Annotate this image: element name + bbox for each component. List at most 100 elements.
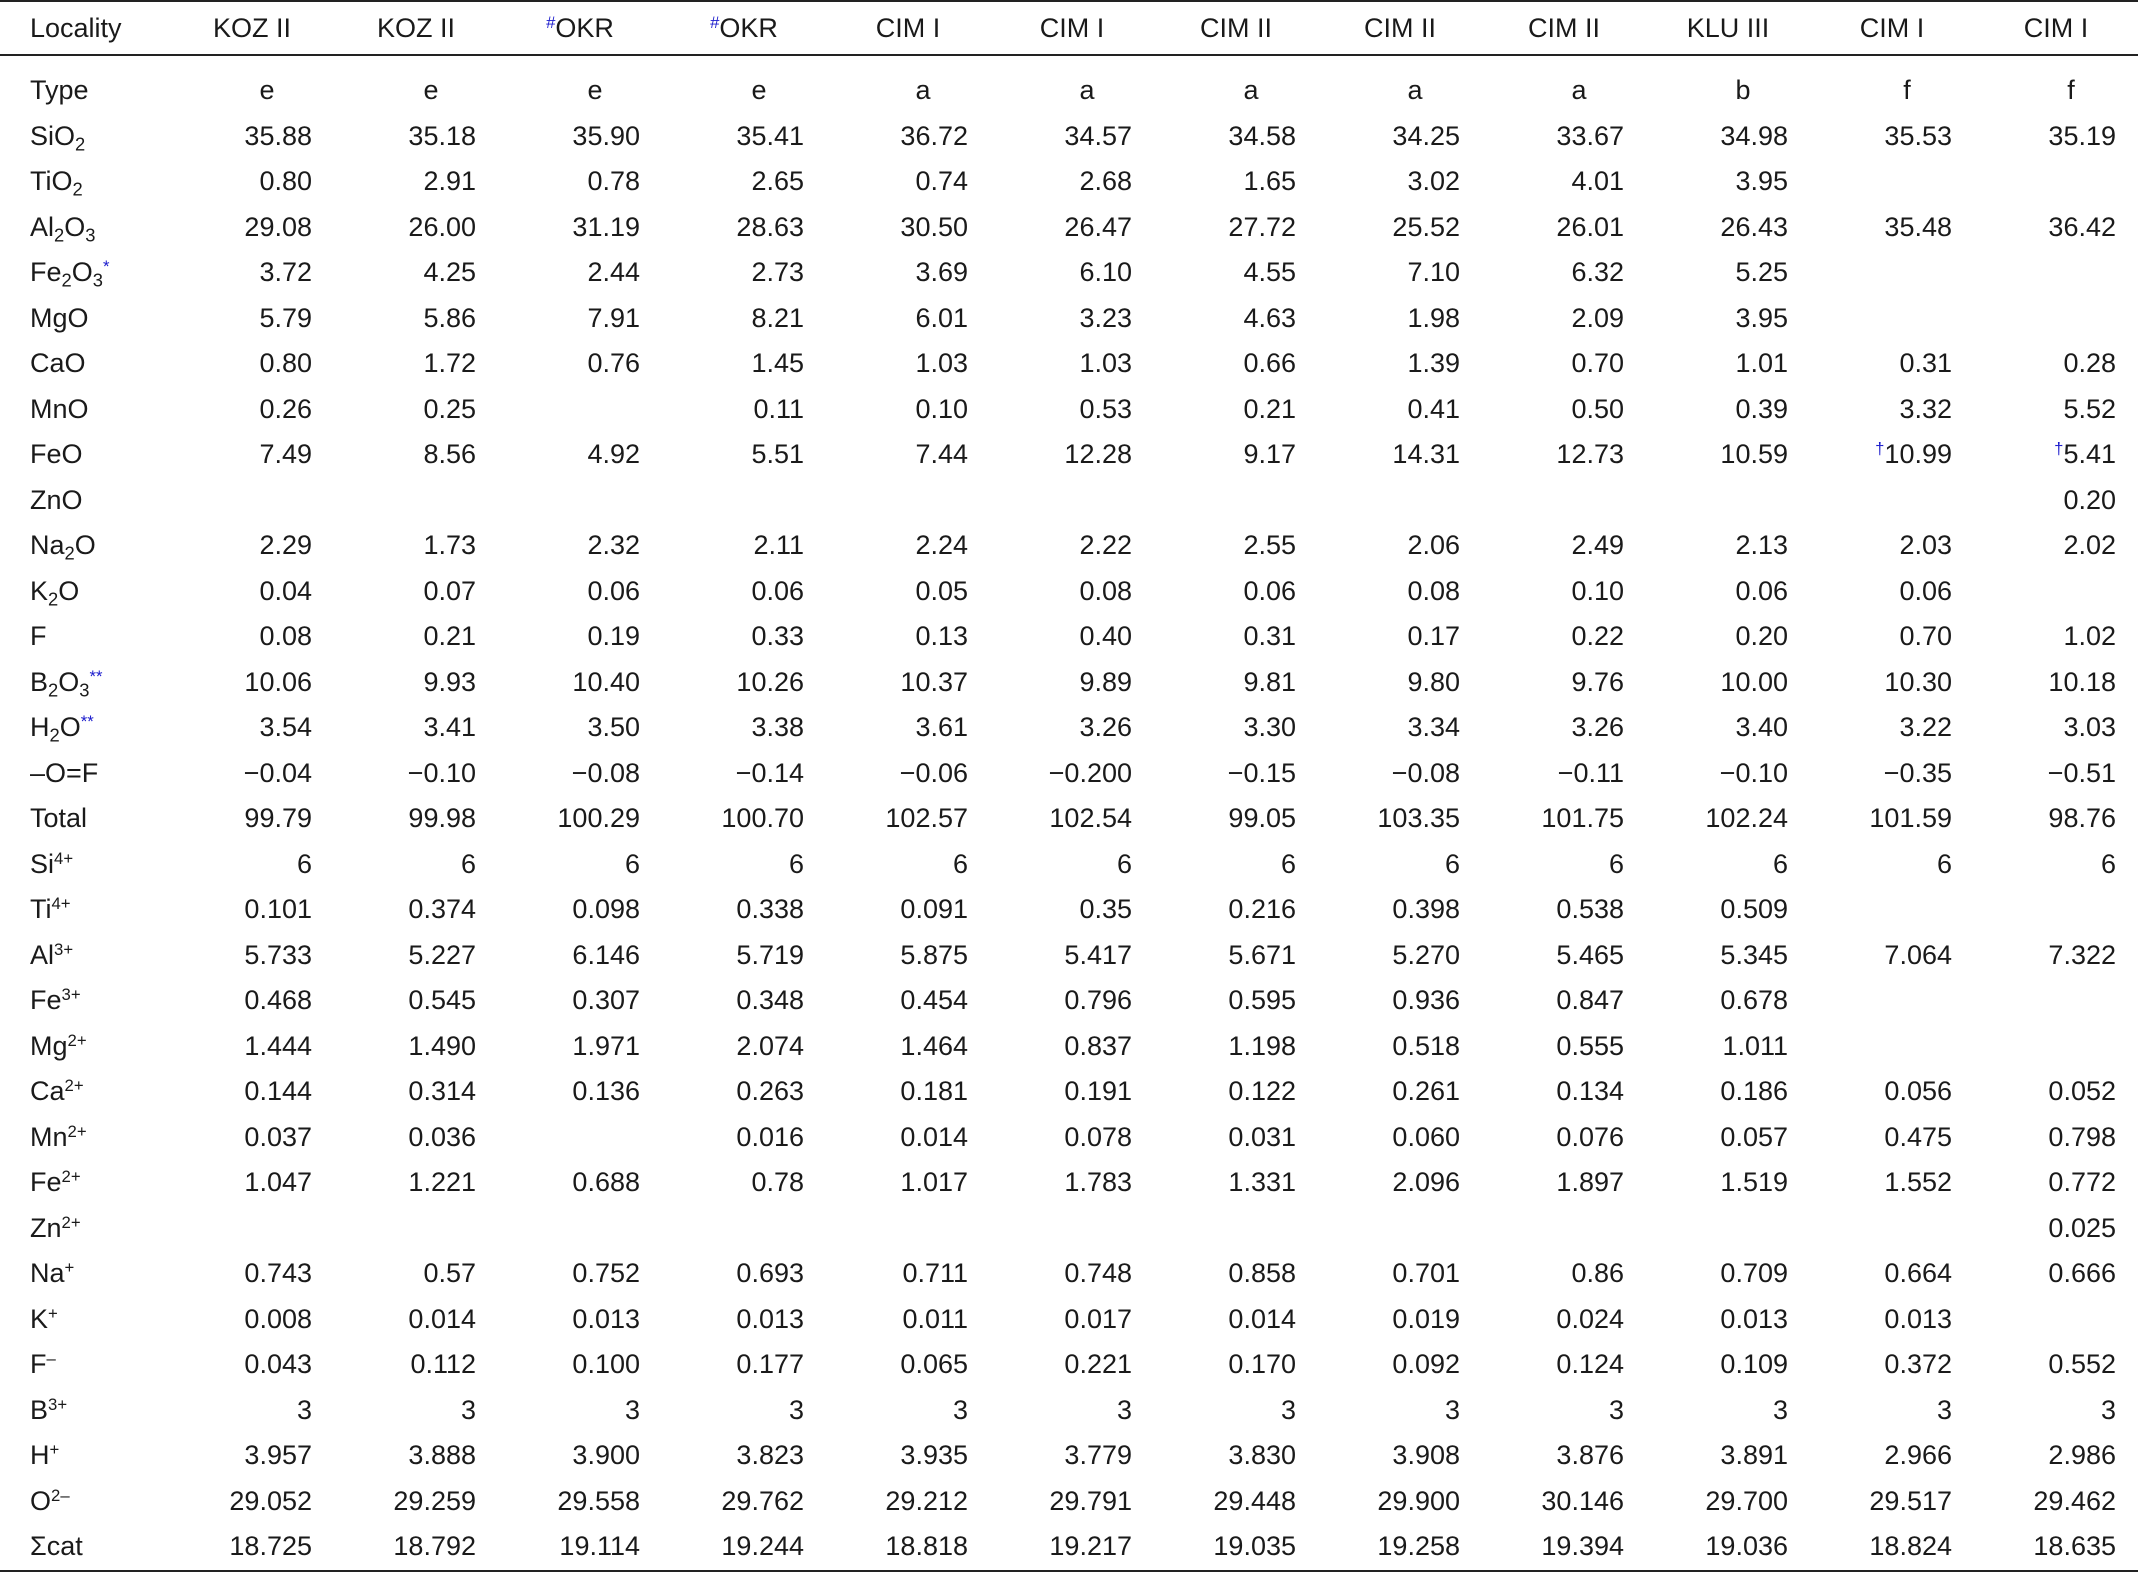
table-cell: 0.191 — [990, 1069, 1154, 1115]
cell-value: 0.08 — [1407, 575, 1460, 606]
cell-value: 0.837 — [1064, 1030, 1132, 1061]
cell-value: 29.052 — [229, 1485, 312, 1516]
cell-value: 29.517 — [1869, 1485, 1952, 1516]
table-cell: 6 — [334, 842, 498, 888]
cell-value: 0.263 — [736, 1076, 804, 1107]
cell-value: 2.966 — [1884, 1440, 1952, 1471]
table-row: MgO 5.79 5.86 7.91 8.21 6.01 3.23 4.63 1.98 2.09 3… — [0, 296, 2138, 342]
cell-value: 3.95 — [1735, 302, 1788, 333]
cell-value: 0.20 — [1735, 621, 1788, 652]
cell-value: 6 — [788, 848, 804, 879]
row-label-part: CaO — [30, 348, 86, 379]
table-cell — [498, 1115, 662, 1161]
table-cell: 19.035 — [1154, 1524, 1318, 1572]
cell-value: 5.875 — [900, 939, 968, 970]
table-cell: 0.08 — [1318, 569, 1482, 615]
row-label-part: Mg — [30, 1030, 68, 1061]
table-cell — [1154, 1206, 1318, 1252]
cell-value: f — [2067, 75, 2075, 106]
row-label-part: 3 — [92, 269, 103, 291]
row-label: Σcat — [0, 1524, 170, 1572]
table-cell: 2.44 — [498, 250, 662, 296]
cell-value: 0.678 — [1720, 985, 1788, 1016]
table-cell: 10.06 — [170, 660, 334, 706]
row-label-part: O — [64, 211, 86, 242]
cell-value: 2.55 — [1243, 530, 1296, 561]
row-label-part: 2 — [54, 224, 65, 246]
table-cell: 5.417 — [990, 933, 1154, 979]
cell-value: 6 — [952, 848, 968, 879]
cell-value: 0.936 — [1392, 985, 1460, 1016]
header-column: CIM II — [1482, 0, 1646, 56]
table-cell: 8.56 — [334, 432, 498, 478]
cell-value: 0.098 — [572, 894, 640, 925]
table-cell: 3.26 — [1482, 705, 1646, 751]
cell-value: 3.830 — [1228, 1440, 1296, 1471]
cell-value: −0.35 — [1883, 757, 1952, 788]
cell-value: 0.307 — [572, 985, 640, 1016]
cell-value: 3 — [1444, 1394, 1460, 1425]
table-cell: 1.02 — [1974, 614, 2138, 660]
table-cell: 34.25 — [1318, 114, 1482, 160]
cell-value: 0.709 — [1720, 1258, 1788, 1289]
row-label: MnO — [0, 387, 170, 433]
cell-value: 102.24 — [1705, 803, 1788, 834]
cell-value: 1.331 — [1228, 1167, 1296, 1198]
cell-value: 6 — [1280, 848, 1296, 879]
cell-value: 29.462 — [2033, 1485, 2116, 1516]
table-cell: 0.06 — [1810, 569, 1974, 615]
table-cell: 2.096 — [1318, 1160, 1482, 1206]
table-cell: 29.448 — [1154, 1479, 1318, 1525]
table-cell: 0.08 — [170, 614, 334, 660]
cell-value: 0.06 — [1735, 575, 1788, 606]
cell-value: 0.76 — [587, 348, 640, 379]
cell-value: 0.091 — [900, 894, 968, 925]
row-label-part: K — [30, 1303, 49, 1334]
table-cell: 3 — [334, 1388, 498, 1434]
cell-value: 34.98 — [1720, 120, 1788, 151]
cell-value: 6.32 — [1571, 257, 1624, 288]
table-cell: 1.03 — [990, 341, 1154, 387]
table-cell: 0.014 — [826, 1115, 990, 1161]
table-cell: 3 — [1810, 1388, 1974, 1434]
cell-value: 0.28 — [2063, 348, 2116, 379]
cell-value: 7.91 — [587, 302, 640, 333]
header-column: CIM I — [826, 0, 990, 56]
table-cell: 28.63 — [662, 205, 826, 251]
table-cell: 18.635 — [1974, 1524, 2138, 1572]
table-cell: 0.19 — [498, 614, 662, 660]
cell-value: 0.19 — [587, 621, 640, 652]
cell-value: 35.88 — [244, 120, 312, 151]
table-cell: 7.44 — [826, 432, 990, 478]
table-cell: 5.51 — [662, 432, 826, 478]
table-cell: 3.38 — [662, 705, 826, 751]
table-cell: 5.227 — [334, 933, 498, 979]
table-cell: −0.200 — [990, 751, 1154, 797]
table-cell: 98.76 — [1974, 796, 2138, 842]
cell-value: 3.54 — [259, 712, 312, 743]
table-cell: 36.42 — [1974, 205, 2138, 251]
table-cell: 0.221 — [990, 1342, 1154, 1388]
cell-value: 25.52 — [1392, 211, 1460, 242]
table-cell: 3.26 — [990, 705, 1154, 751]
cell-value: 0.08 — [259, 621, 312, 652]
cell-value: 99.05 — [1228, 803, 1296, 834]
table-cell: 35.19 — [1974, 114, 2138, 160]
cell-value: 6 — [1608, 848, 1624, 879]
table-cell: 1.897 — [1482, 1160, 1646, 1206]
cell-value: 0.112 — [410, 1349, 476, 1380]
table-cell: 0.08 — [990, 569, 1154, 615]
cell-value: 19.394 — [1541, 1531, 1624, 1562]
table-row: H2O** 3.54 3.41 3.50 3.38 3.61 3.26 3.30 3.34 3.2… — [0, 705, 2138, 751]
cell-value: 1.03 — [1079, 348, 1132, 379]
row-label-part: 4+ — [54, 848, 74, 868]
table-cell: 3.900 — [498, 1433, 662, 1479]
cell-value: 0.701 — [1392, 1258, 1460, 1289]
header-column-label: CIM I — [1039, 12, 1105, 43]
row-label-part: 3+ — [48, 1394, 68, 1414]
cell-value: 0.509 — [1720, 894, 1788, 925]
table-cell — [662, 1206, 826, 1252]
table-cell: 6 — [1154, 842, 1318, 888]
table-cell: 0.17 — [1318, 614, 1482, 660]
cell-value: 1.221 — [408, 1167, 476, 1198]
